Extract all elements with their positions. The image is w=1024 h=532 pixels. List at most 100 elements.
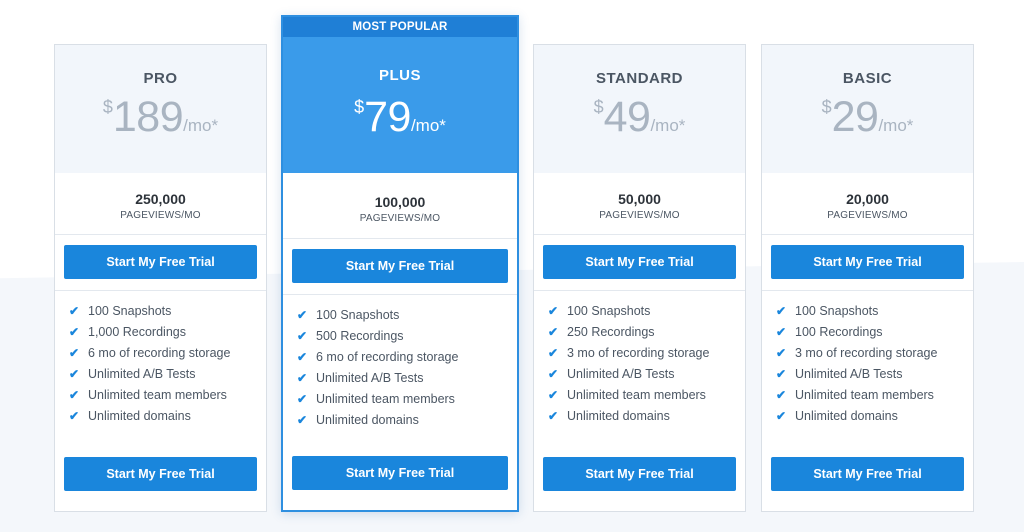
- check-icon: ✔: [776, 409, 787, 423]
- pageviews-block: 250,000 PAGEVIEWS/MO: [55, 173, 266, 235]
- feature-item: ✔ 3 mo of recording storage: [776, 343, 973, 364]
- check-icon: ✔: [548, 388, 559, 402]
- feature-item: ✔ 6 mo of recording storage: [297, 347, 517, 368]
- feature-item: ✔ Unlimited team members: [548, 385, 745, 406]
- feature-item: ✔ 3 mo of recording storage: [548, 343, 745, 364]
- top-cta-wrap: Start My Free Trial: [283, 239, 517, 295]
- price-amount: 49: [603, 93, 651, 141]
- price-period: /mo*: [650, 116, 686, 135]
- feature-list: ✔ 100 Snapshots ✔ 250 Recordings ✔ 3 mo of …: [534, 291, 745, 441]
- check-icon: ✔: [776, 388, 787, 402]
- plan-header: STANDARD $49/mo*: [534, 45, 745, 173]
- feature-item: ✔ 100 Recordings: [776, 322, 973, 343]
- check-icon: ✔: [297, 329, 308, 343]
- price-currency: $: [821, 97, 832, 117]
- check-icon: ✔: [548, 409, 559, 423]
- feature-item: ✔ 6 mo of recording storage: [69, 343, 266, 364]
- pageviews-count: 20,000: [846, 191, 889, 207]
- feature-item: ✔ Unlimited A/B Tests: [776, 364, 973, 385]
- feature-item: ✔ Unlimited domains: [69, 406, 266, 427]
- pageviews-block: 50,000 PAGEVIEWS/MO: [534, 173, 745, 235]
- check-icon: ✔: [69, 388, 80, 402]
- pageviews-label: PAGEVIEWS/MO: [827, 210, 908, 221]
- check-icon: ✔: [548, 325, 559, 339]
- check-icon: ✔: [776, 346, 787, 360]
- feature-item: ✔ Unlimited team members: [69, 385, 266, 406]
- check-icon: ✔: [69, 325, 80, 339]
- plan-price: $29/mo*: [762, 93, 973, 142]
- price-period: /mo*: [410, 116, 446, 135]
- check-icon: ✔: [297, 392, 308, 406]
- top-cta-wrap: Start My Free Trial: [55, 235, 266, 291]
- plan-card-pro: PRO $189/mo* 250,000 PAGEVIEWS/MO Start …: [54, 44, 267, 512]
- plan-header: MOST POPULAR PLUS $79/mo*: [283, 17, 517, 173]
- check-icon: ✔: [297, 371, 308, 385]
- plan-price: $49/mo*: [534, 93, 745, 142]
- check-icon: ✔: [297, 413, 308, 427]
- bottom-cta-wrap: Start My Free Trial: [292, 456, 508, 490]
- price-amount: 29: [831, 93, 879, 141]
- plan-card-plus: MOST POPULAR PLUS $79/mo* 100,000 PAGEVI…: [281, 15, 519, 512]
- start-trial-button-bottom[interactable]: Start My Free Trial: [771, 457, 964, 491]
- check-icon: ✔: [776, 325, 787, 339]
- top-cta-wrap: Start My Free Trial: [762, 235, 973, 291]
- check-icon: ✔: [69, 367, 80, 381]
- plan-price: $79/mo*: [283, 93, 517, 142]
- pageviews-count: 100,000: [374, 194, 426, 210]
- plan-name: PLUS: [378, 67, 421, 84]
- start-trial-button-bottom[interactable]: Start My Free Trial: [543, 457, 736, 491]
- feature-list: ✔ 100 Snapshots ✔ 100 Recordings ✔ 3 mo of …: [762, 291, 973, 441]
- check-icon: ✔: [69, 409, 80, 423]
- pageviews-label: PAGEVIEWS/MO: [120, 210, 201, 221]
- feature-list: ✔ 100 Snapshots ✔ 1,000 Recordings ✔ 6 mo o…: [55, 291, 266, 441]
- start-trial-button-top[interactable]: Start My Free Trial: [292, 249, 508, 283]
- feature-item: ✔ Unlimited team members: [297, 389, 517, 410]
- feature-item: ✔ 100 Snapshots: [548, 301, 745, 322]
- check-icon: ✔: [548, 346, 559, 360]
- feature-item: ✔ Unlimited domains: [776, 406, 973, 427]
- check-icon: ✔: [776, 367, 787, 381]
- top-cta-wrap: Start My Free Trial: [534, 235, 745, 291]
- check-icon: ✔: [297, 308, 308, 322]
- feature-list: ✔ 100 Snapshots ✔ 500 Recordings ✔ 6 mo of …: [283, 295, 517, 445]
- price-amount: 189: [112, 93, 184, 141]
- pageviews-block: 20,000 PAGEVIEWS/MO: [762, 173, 973, 235]
- start-trial-button-top[interactable]: Start My Free Trial: [771, 245, 964, 279]
- bottom-cta-wrap: Start My Free Trial: [543, 457, 736, 491]
- feature-item: ✔ 1,000 Recordings: [69, 322, 266, 343]
- plan-name: BASIC: [842, 70, 893, 87]
- price-period: /mo*: [183, 116, 219, 135]
- feature-item: ✔ Unlimited A/B Tests: [69, 364, 266, 385]
- bottom-cta-wrap: Start My Free Trial: [64, 457, 257, 491]
- price-period: /mo*: [878, 116, 914, 135]
- plan-card-standard: STANDARD $49/mo* 50,000 PAGEVIEWS/MO Sta…: [533, 44, 746, 512]
- plan-name: STANDARD: [595, 70, 684, 87]
- check-icon: ✔: [548, 304, 559, 318]
- price-currency: $: [354, 97, 365, 117]
- plan-header: PRO $189/mo*: [55, 45, 266, 173]
- price-currency: $: [102, 97, 113, 117]
- feature-item: ✔ Unlimited A/B Tests: [548, 364, 745, 385]
- start-trial-button-top[interactable]: Start My Free Trial: [64, 245, 257, 279]
- pageviews-count: 50,000: [618, 191, 661, 207]
- feature-item: ✔ Unlimited A/B Tests: [297, 368, 517, 389]
- check-icon: ✔: [297, 350, 308, 364]
- feature-item: ✔ 250 Recordings: [548, 322, 745, 343]
- start-trial-button-top[interactable]: Start My Free Trial: [543, 245, 736, 279]
- pageviews-label: PAGEVIEWS/MO: [359, 213, 441, 224]
- pageviews-block: 100,000 PAGEVIEWS/MO: [283, 173, 517, 239]
- start-trial-button-bottom[interactable]: Start My Free Trial: [64, 457, 257, 491]
- check-icon: ✔: [69, 346, 80, 360]
- feature-item: ✔ 100 Snapshots: [69, 301, 266, 322]
- feature-item: ✔ 500 Recordings: [297, 326, 517, 347]
- feature-item: ✔ 100 Snapshots: [776, 301, 973, 322]
- plan-name: PRO: [143, 70, 178, 87]
- pageviews-count: 250,000: [135, 191, 186, 207]
- feature-item: ✔ Unlimited domains: [548, 406, 745, 427]
- start-trial-button-bottom[interactable]: Start My Free Trial: [292, 456, 508, 490]
- price-amount: 79: [364, 93, 411, 141]
- price-currency: $: [593, 97, 604, 117]
- plan-price: $189/mo*: [55, 93, 266, 142]
- feature-item: ✔ Unlimited domains: [297, 410, 517, 431]
- plan-header: BASIC $29/mo*: [762, 45, 973, 173]
